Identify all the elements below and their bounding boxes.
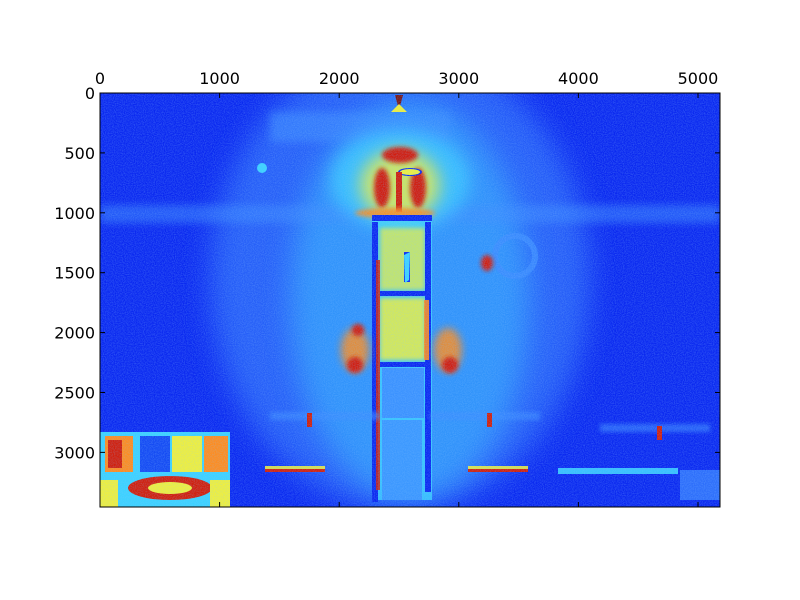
heatmap-image — [100, 93, 720, 507]
x-axis: 0 1000 2000 3000 4000 5000 — [95, 69, 718, 507]
x-tick-label: 2000 — [319, 69, 360, 88]
x-tick-label: 3000 — [438, 69, 479, 88]
x-tick-label: 4000 — [558, 69, 599, 88]
y-tick-label: 2500 — [54, 383, 95, 402]
y-tick-label: 1500 — [54, 264, 95, 283]
x-tick-label: 1000 — [199, 69, 240, 88]
y-tick-label: 3000 — [54, 443, 95, 462]
x-tick-label: 5000 — [678, 69, 719, 88]
x-tick-label: 0 — [95, 69, 105, 88]
y-tick-label: 500 — [64, 144, 95, 163]
y-tick-label: 1000 — [54, 204, 95, 223]
plot-frame — [99, 92, 721, 508]
y-tick-label: 2000 — [54, 324, 95, 343]
y-tick-label: 0 — [85, 84, 95, 103]
y-axis: 0 500 1000 1500 2000 2500 3000 — [54, 84, 720, 462]
